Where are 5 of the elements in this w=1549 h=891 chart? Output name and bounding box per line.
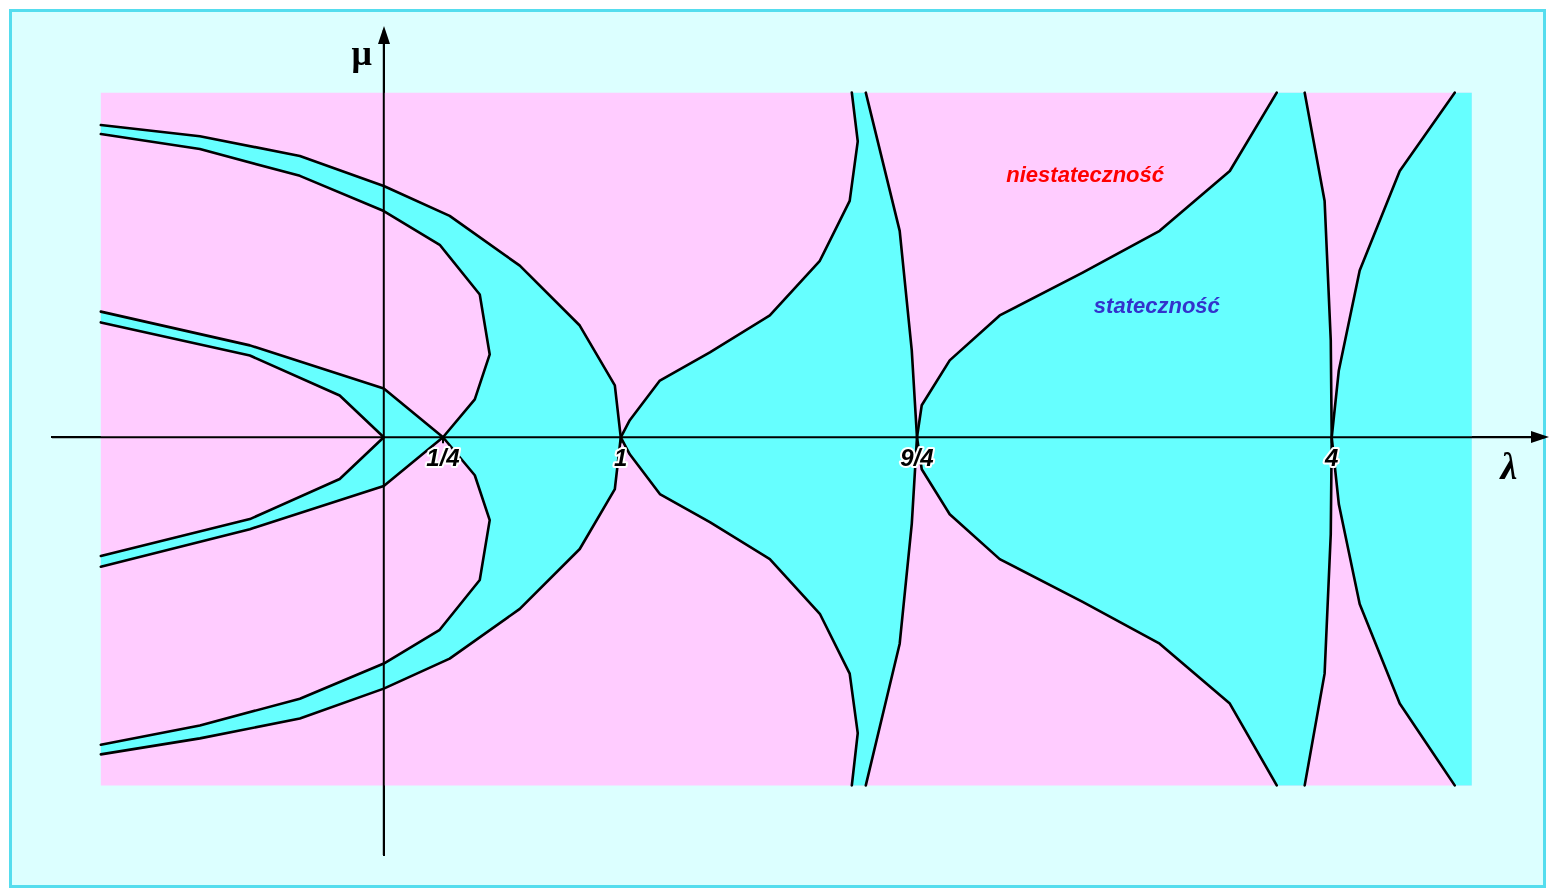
x-axis-title: λ (1498, 445, 1518, 488)
annotation: niestateczność (1006, 162, 1165, 188)
y-axis-title: μ (351, 33, 372, 74)
annotation: stateczność (1093, 293, 1221, 319)
x-tick-label: 1/4 (426, 443, 460, 471)
